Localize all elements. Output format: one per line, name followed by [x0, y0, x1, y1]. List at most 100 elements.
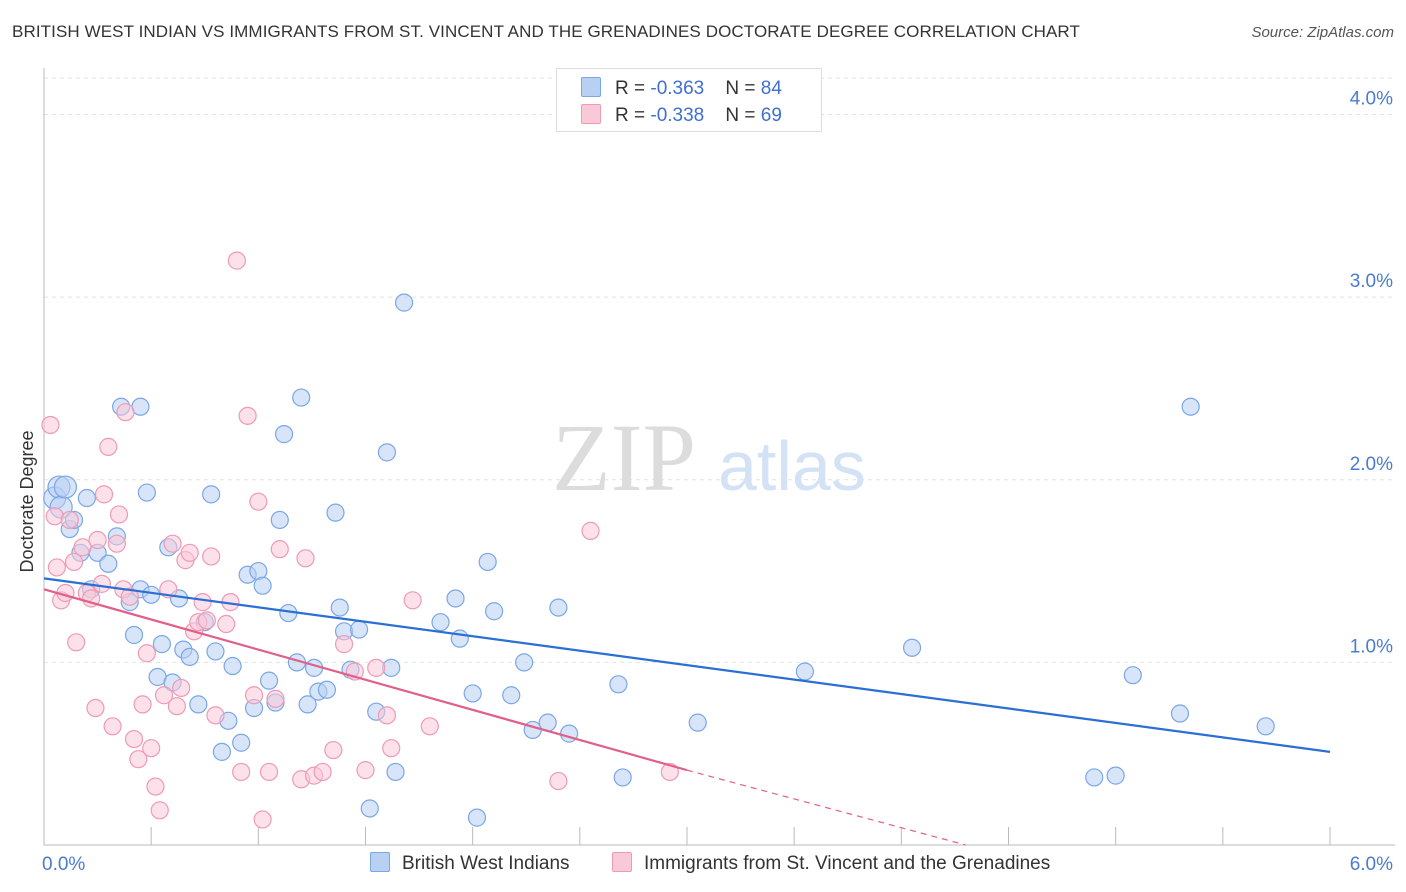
y-tick-label: 1.0% — [1350, 636, 1393, 657]
point-british-west-indians — [1170, 704, 1190, 723]
point-british-west-indians — [394, 293, 414, 312]
point-st-vincent — [217, 614, 236, 634]
bottom-legend-swatch-blue — [370, 852, 390, 872]
point-british-west-indians — [189, 695, 208, 714]
point-st-vincent — [99, 437, 118, 456]
point-st-vincent — [202, 547, 221, 566]
point-british-west-indians — [467, 808, 487, 827]
point-st-vincent — [154, 686, 174, 705]
point-st-vincent — [116, 403, 135, 422]
point-british-west-indians — [515, 653, 534, 672]
point-british-west-indians — [1181, 397, 1200, 416]
point-st-vincent — [47, 558, 66, 577]
x-tick-label-min: 0.0% — [42, 854, 85, 875]
point-st-vincent — [163, 534, 182, 553]
point-st-vincent — [403, 591, 422, 610]
bottom-legend-st-vincent: Immigrants from St. Vincent and the Gren… — [612, 852, 1050, 875]
point-st-vincent — [238, 406, 257, 425]
point-british-west-indians — [502, 686, 521, 705]
legend-n-label: N = — [725, 105, 761, 126]
point-st-vincent — [232, 762, 251, 782]
trend-line-extension-st-vincent — [686, 769, 966, 846]
point-british-west-indians — [609, 675, 628, 694]
point-british-west-indians — [326, 503, 345, 522]
watermark-zip: ZIP — [552, 404, 696, 511]
legend-r-value: -0.338 — [650, 105, 705, 126]
point-british-west-indians — [223, 656, 242, 676]
point-st-vincent — [64, 552, 84, 572]
point-british-west-indians — [232, 733, 251, 752]
y-axis-label: Doctorate Degree — [17, 430, 37, 572]
point-st-vincent — [88, 530, 107, 550]
point-st-vincent — [227, 251, 246, 270]
point-st-vincent — [73, 538, 92, 557]
legend-swatch-blue — [581, 77, 601, 97]
point-st-vincent — [313, 762, 332, 782]
point-st-vincent — [253, 810, 272, 829]
point-british-west-indians — [795, 662, 814, 681]
point-british-west-indians — [202, 485, 221, 504]
point-british-west-indians — [902, 638, 922, 657]
point-british-west-indians — [292, 388, 311, 407]
point-british-west-indians — [613, 768, 632, 787]
point-british-west-indians — [1256, 717, 1275, 736]
point-st-vincent — [92, 574, 111, 593]
point-british-west-indians — [77, 488, 96, 508]
point-british-west-indians — [317, 680, 337, 699]
point-st-vincent — [244, 686, 264, 705]
point-british-west-indians — [688, 713, 707, 732]
legend-r-label: R = — [615, 105, 651, 126]
source-credit: Source: ZipAtlas.com — [1251, 24, 1394, 41]
point-st-vincent — [660, 762, 679, 782]
point-st-vincent — [249, 492, 268, 511]
x-tick-label-max: 6.0% — [1350, 854, 1393, 875]
point-british-west-indians — [124, 625, 144, 645]
point-british-west-indians — [360, 799, 379, 818]
point-british-west-indians — [478, 552, 497, 572]
stats-legend: R = -0.363 N = 84 R = -0.338 N = 69 — [556, 68, 822, 132]
axes — [43, 68, 1395, 846]
point-st-vincent — [103, 717, 122, 736]
point-st-vincent — [206, 706, 225, 725]
point-british-west-indians — [99, 554, 118, 573]
point-st-vincent — [296, 549, 315, 568]
chart-title: BRITISH WEST INDIAN VS IMMIGRANTS FROM S… — [12, 22, 1080, 41]
point-british-west-indians — [330, 598, 349, 617]
point-british-west-indians — [485, 602, 504, 621]
point-st-vincent — [167, 697, 186, 716]
trend-line-st-vincent — [43, 588, 688, 772]
point-st-vincent — [142, 739, 161, 758]
point-british-west-indians — [349, 620, 369, 639]
point-st-vincent — [356, 761, 375, 780]
point-st-vincent — [94, 485, 114, 504]
point-st-vincent — [124, 729, 144, 749]
point-british-west-indians — [549, 598, 568, 617]
bottom-legend-swatch-pink — [612, 852, 632, 872]
point-st-vincent — [120, 587, 139, 606]
legend-r-value: -0.363 — [650, 78, 705, 99]
point-st-vincent — [180, 543, 199, 562]
point-british-west-indians — [206, 642, 225, 661]
trend-lines — [43, 577, 1331, 846]
y-tick-label: 4.0% — [1350, 89, 1393, 110]
trend-line-british-west-indians — [43, 577, 1331, 753]
point-st-vincent — [377, 706, 397, 725]
legend-n-value: 84 — [760, 78, 782, 99]
point-st-vincent — [129, 750, 148, 769]
point-st-vincent — [259, 762, 279, 782]
point-british-west-indians — [212, 742, 231, 761]
point-st-vincent — [382, 739, 401, 758]
point-st-vincent — [137, 644, 156, 663]
legend-n-label: N = — [725, 78, 761, 99]
point-st-vincent — [367, 658, 386, 677]
point-st-vincent — [334, 635, 354, 654]
point-british-west-indians — [142, 585, 161, 604]
axis-labels: 1.0% 2.0% 3.0% 4.0% 0.0% 6.0% Doctorate Degree — [17, 89, 1393, 875]
y-tick-label: 3.0% — [1350, 271, 1393, 292]
point-british-west-indians — [431, 613, 450, 632]
point-british-west-indians — [53, 475, 78, 499]
point-british-west-indians — [152, 635, 171, 654]
legend-swatch-pink — [581, 104, 601, 124]
legend-r-label: R = — [615, 78, 651, 99]
